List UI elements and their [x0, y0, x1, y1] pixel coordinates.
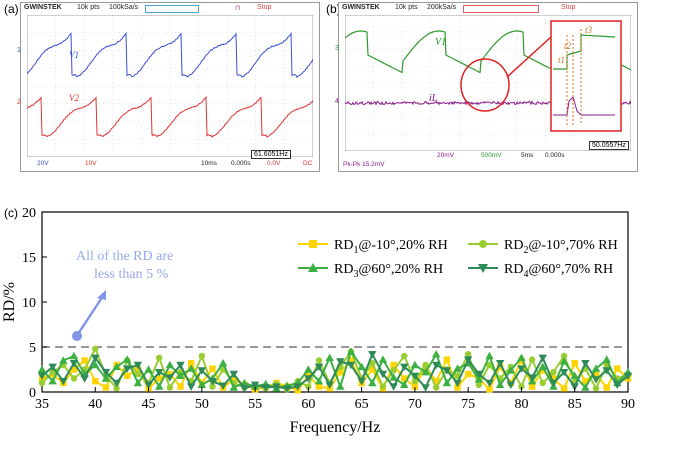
annotation-origin-dot	[72, 331, 82, 341]
data-point	[433, 384, 439, 390]
scope-a-screen: V1 V2	[27, 15, 313, 157]
scope-a-ch1-marker: 1	[17, 47, 21, 54]
data-point	[71, 375, 77, 381]
data-point	[124, 373, 130, 379]
data-point	[92, 378, 98, 384]
scope-b-memory-bar	[463, 5, 539, 13]
scope-b-footer-ch3: 20mV	[437, 152, 454, 159]
data-point	[593, 385, 599, 391]
data-point	[550, 369, 556, 375]
data-point	[572, 360, 578, 366]
y-tick-label: 15	[22, 251, 36, 266]
data-point	[167, 384, 173, 390]
scope-b-footer: 20mV 500mV 5ms 0.000s	[339, 151, 637, 161]
data-point	[603, 384, 609, 390]
data-point	[177, 383, 183, 389]
scope-a-header: GWINSTEK 10k pts 100kSa/s ⊓ Stop	[21, 3, 319, 15]
x-tick-label: 40	[88, 397, 102, 412]
scope-a-brand: GWINSTEK	[24, 4, 62, 11]
data-point	[465, 371, 471, 377]
scope-b-sample-rate: 200kSa/s	[427, 4, 456, 11]
x-tick-label: 70	[408, 397, 422, 412]
x-tick-label: 65	[355, 397, 369, 412]
x-tick-label: 50	[195, 397, 209, 412]
x-tick-label: 75	[461, 397, 475, 412]
x-tick-label: 45	[142, 397, 156, 412]
oscilloscope-a: GWINSTEK 10k pts 100kSa/s ⊓ Stop V1 V2 1…	[20, 2, 320, 172]
data-point	[479, 240, 487, 248]
x-tick-label: 60	[301, 397, 315, 412]
data-point	[92, 346, 98, 352]
scope-a-memory-bar	[145, 5, 199, 13]
scope-a-status: Stop	[257, 4, 271, 11]
scope-b-ch3-marker: 3	[335, 45, 339, 52]
scope-b-status: Stop	[561, 4, 575, 11]
x-tick-label: 80	[514, 397, 528, 412]
scope-b-ch4-marker: 4	[335, 98, 339, 105]
scope-a-points: 10k pts	[77, 4, 100, 11]
scope-b-inset-label-t3: t3	[585, 25, 593, 35]
scope-b-frequency: 50.0557Hz	[589, 141, 629, 150]
scope-b-header: GWINSTEK 10k pts 200kSa/s Stop	[339, 3, 637, 15]
panel-a-label: (a)	[4, 2, 19, 16]
scope-a-footer-ch2: 10V	[85, 160, 97, 167]
scope-b-points: 10k pts	[395, 4, 418, 11]
data-point	[561, 385, 567, 391]
y-tick-label: 5	[29, 341, 36, 356]
scope-a-grid	[27, 15, 313, 157]
data-point	[309, 240, 317, 248]
scope-b-label-il: iL	[429, 93, 438, 104]
data-point	[81, 357, 87, 363]
scope-a-sample-rate: 100kSa/s	[109, 4, 138, 11]
scope-a-ch2-marker: 2	[17, 99, 21, 106]
data-point	[199, 353, 205, 359]
x-tick-label: 55	[248, 397, 262, 412]
y-axis-label: RD/%	[1, 282, 18, 322]
scope-b-brand: GWINSTEK	[342, 4, 380, 11]
scope-a-footer-trig: 0.0V	[267, 160, 280, 167]
scope-b-math-readout: Pk-Pk 15.2mV	[343, 161, 385, 168]
annotation-line-2: less than 5 %	[94, 267, 169, 282]
scope-b-footer-ch4: 500mV	[481, 152, 502, 159]
data-point	[316, 357, 322, 363]
data-point	[39, 380, 45, 386]
scope-b-footer-offset: 0.000s	[545, 152, 565, 159]
data-point	[614, 365, 620, 371]
scope-a-footer-time: 10ms	[201, 160, 217, 167]
scope-b-label-v1: V1	[435, 37, 446, 48]
scope-b-inset-label-t1: t1	[558, 55, 565, 65]
y-tick-label: 0	[29, 386, 36, 401]
data-point	[444, 356, 450, 362]
data-point	[401, 353, 407, 359]
x-tick-label: 90	[621, 397, 635, 412]
oscilloscope-b: GWINSTEK 10k pts 200kSa/s Stop t1 t2 t3 …	[338, 2, 638, 172]
annotation-line-1: All of the RD are	[76, 249, 173, 264]
scope-a-frequency: 61.6051Hz	[251, 150, 291, 159]
data-point	[156, 355, 162, 361]
scope-a-trigger-icon: ⊓	[235, 4, 240, 12]
x-axis-label: Frequency/Hz	[290, 419, 381, 436]
scope-a-label-v2: V2	[69, 93, 79, 103]
data-point	[103, 384, 109, 390]
x-tick-label: 35	[35, 397, 49, 412]
y-tick-label: 20	[22, 206, 36, 221]
scope-b-highlight-connector	[507, 37, 551, 77]
scope-b-screen: t1 t2 t3 V1 iL	[345, 15, 631, 151]
y-tick-label: 10	[22, 296, 36, 311]
scope-a-footer-ch1: 20V	[37, 160, 49, 167]
data-point	[529, 356, 535, 362]
scope-a-footer: 20V 10V 10ms 0.000s 0.0V DC	[21, 159, 319, 169]
scope-b-footer-time: 5ms	[521, 152, 533, 159]
data-point	[380, 383, 386, 389]
scope-a-footer-dc: DC	[303, 160, 312, 167]
data-point	[209, 365, 215, 371]
scope-a-label-v1: V1	[69, 50, 79, 60]
scope-a-footer-offset: 0.000s	[231, 160, 251, 167]
x-tick-label: 85	[568, 397, 582, 412]
scope-b-inset-label-t2: t2	[564, 41, 572, 51]
data-point	[540, 380, 546, 386]
rd-chart: 35 40 45 50 55 60 65 70 75 80 85 90 0 5 10 15 20 All of …	[0, 200, 678, 450]
